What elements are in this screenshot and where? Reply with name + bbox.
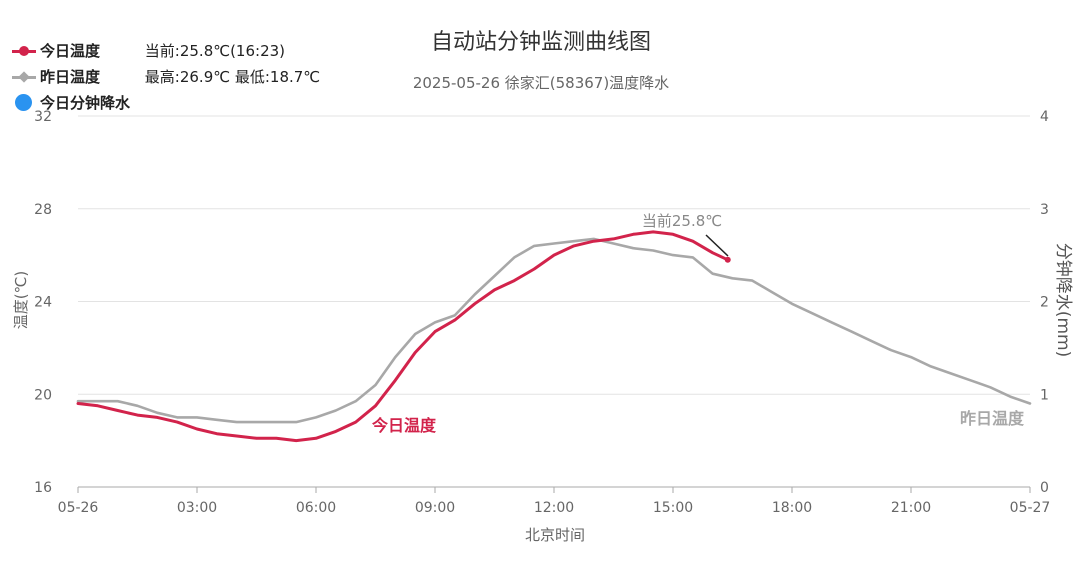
series-line-yesterday <box>76 237 1032 424</box>
x-tick-label: 05-26 <box>58 500 99 516</box>
x-tick-label: 21:00 <box>891 500 931 516</box>
x-tick-label: 18:00 <box>772 500 812 516</box>
y-tick-label: 28 <box>34 202 52 218</box>
x-tick-label: 03:00 <box>177 500 217 516</box>
x-tick-label: 05-27 <box>1010 500 1051 516</box>
grid-lines <box>78 115 1030 488</box>
line-dot-marker-icon <box>12 44 36 58</box>
y-axis-left: 16 20 24 28 32 <box>34 109 52 496</box>
x-axis: 05-26 03:00 06:00 09:00 12:00 15:00 18:00 21:00… <box>58 486 1051 516</box>
y2-tick-label: 0 <box>1040 480 1049 496</box>
x-tick-label: 06:00 <box>296 500 336 516</box>
y-tick-label: 24 <box>34 295 52 311</box>
legend-precip-name: 今日分钟降水 <box>40 94 131 112</box>
current-value-point <box>724 256 731 263</box>
x-tick-label: 15:00 <box>653 500 693 516</box>
label-today-series: 今日温度 <box>371 416 437 435</box>
legend: 今日温度 当前:25.8℃(16:23) 昨日温度 最高:26.9℃ 最低:18… <box>12 38 320 116</box>
x-tick-label: 09:00 <box>415 500 455 516</box>
label-yesterday-series: 昨日温度 <box>960 409 1025 428</box>
legend-yesterday[interactable]: 昨日温度 最高:26.9℃ 最低:18.7℃ <box>12 64 320 90</box>
legend-yesterday-stat: 最高:26.9℃ 最低:18.7℃ <box>144 68 321 86</box>
legend-yesterday-name: 昨日温度 <box>40 68 101 86</box>
y-axis-right: 0 1 2 3 4 <box>1040 109 1049 496</box>
series-line-today <box>76 230 730 443</box>
series-layer <box>76 230 1032 443</box>
legend-today[interactable]: 今日温度 当前:25.8℃(16:23) <box>12 38 320 64</box>
legend-today-name: 今日温度 <box>40 42 101 60</box>
y-tick-label: 16 <box>34 480 52 496</box>
y2-tick-label: 1 <box>1040 387 1049 403</box>
y2-axis-label: 分钟降水(mm) <box>1053 243 1073 357</box>
annotation-current: 当前25.8℃ <box>642 212 722 230</box>
legend-today-stat: 当前:25.8℃(16:23) <box>144 42 286 60</box>
y-tick-label: 32 <box>34 109 52 125</box>
chart-title: 自动站分钟监测曲线图 <box>431 30 651 55</box>
legend-precip[interactable]: 今日分钟降水 <box>12 90 320 116</box>
chart-subtitle: 2025-05-26 徐家汇(58367)温度降水 <box>413 74 669 92</box>
y2-tick-label: 2 <box>1040 295 1049 311</box>
y-tick-label: 20 <box>34 387 52 403</box>
y-axis-label: 温度(℃) <box>12 271 30 330</box>
x-axis-label: 北京时间 <box>525 526 585 544</box>
blue-dot-marker-icon <box>12 94 36 111</box>
y2-tick-label: 4 <box>1040 109 1049 125</box>
y2-tick-label: 3 <box>1040 202 1049 218</box>
annotation-current-pointer <box>705 234 729 257</box>
x-tick-label: 12:00 <box>534 500 574 516</box>
line-diamond-marker-icon <box>12 70 36 84</box>
